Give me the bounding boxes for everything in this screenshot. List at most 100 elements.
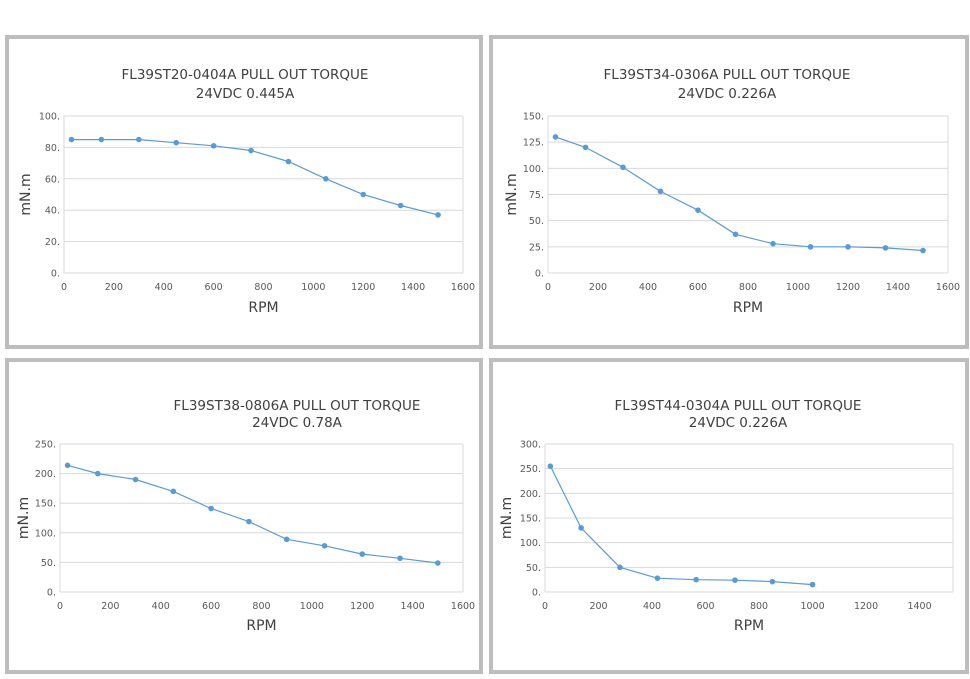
- y-tick-label: 150.: [35, 499, 56, 510]
- series-line: [555, 136, 924, 252]
- data-point: [654, 575, 661, 581]
- x-tick-label: 1000: [301, 282, 325, 293]
- x-tick-label: 1200: [351, 282, 375, 293]
- chart-title: FL39ST20-0404A PULL OUT TORQUE: [122, 67, 369, 83]
- x-tick-label: 800: [750, 601, 768, 612]
- x-tick-label: 200: [101, 601, 119, 612]
- x-tick-label: 1000: [800, 601, 824, 612]
- data-point: [248, 147, 254, 154]
- x-tick-label: 1600: [451, 282, 475, 293]
- y-tick-label: 250.: [520, 464, 541, 475]
- x-tick-label: 600: [202, 601, 220, 612]
- x-axis-label: RPM: [733, 300, 763, 316]
- series-line: [71, 139, 439, 216]
- x-tick-label: 0: [542, 601, 548, 612]
- y-tick-label: 150.: [520, 514, 541, 525]
- x-tick-label: 1400: [886, 282, 910, 293]
- data-point: [283, 536, 290, 543]
- x-tick-label: 400: [155, 282, 173, 293]
- data-point: [769, 578, 776, 585]
- x-tick-label: 800: [254, 282, 272, 293]
- y-tick-label: 100.: [35, 528, 56, 539]
- y-tick-label: 25.: [529, 242, 544, 253]
- data-point: [359, 551, 366, 557]
- x-tick-label: 1000: [786, 282, 810, 293]
- x-tick-label: 1400: [401, 282, 425, 293]
- x-tick-label: 1000: [300, 601, 324, 612]
- data-point: [620, 164, 626, 171]
- x-axis-label: RPM: [734, 618, 764, 634]
- y-tick-label: 100.: [520, 538, 541, 549]
- y-tick-label: 250.: [35, 440, 56, 451]
- x-tick-label: 1600: [451, 601, 475, 612]
- x-tick-label: 400: [639, 282, 657, 293]
- data-point: [578, 525, 584, 531]
- x-tick-label: 400: [643, 601, 661, 612]
- y-tick-label: 150.: [523, 112, 544, 123]
- chart-panel-4: [489, 358, 969, 674]
- data-point: [617, 564, 623, 571]
- chart-title: FL39ST44-0304A PULL OUT TORQUE: [615, 398, 862, 414]
- chart-subtitle: 24VDC 0.226A: [689, 415, 788, 431]
- data-point: [321, 543, 328, 549]
- y-axis-label: mN.m: [18, 173, 34, 215]
- y-tick-label: 80.: [45, 143, 60, 154]
- data-point: [547, 463, 554, 470]
- chart-panel-3: [5, 358, 483, 674]
- y-tick-label: 100.: [523, 164, 544, 175]
- y-axis-label: mN.m: [499, 497, 515, 539]
- x-tick-label: 600: [205, 282, 223, 293]
- y-tick-label: 40.: [45, 206, 60, 217]
- data-point: [582, 144, 589, 151]
- data-point: [695, 207, 701, 213]
- data-point: [435, 560, 441, 566]
- chart-panel-1: [5, 35, 483, 349]
- series-line: [549, 465, 813, 586]
- data-point: [323, 176, 329, 182]
- x-axis-label: RPM: [248, 300, 278, 316]
- data-point: [68, 136, 75, 143]
- y-axis-label: mN.m: [16, 497, 32, 539]
- y-tick-label: 0.: [535, 269, 544, 280]
- data-point: [94, 470, 101, 477]
- data-point: [732, 577, 738, 583]
- data-point: [360, 191, 367, 198]
- chart-subtitle: 24VDC 0.78A: [252, 415, 343, 431]
- data-point: [920, 247, 926, 254]
- data-point: [552, 134, 559, 140]
- x-tick-label: 1200: [836, 282, 860, 293]
- series-line: [67, 464, 438, 564]
- x-tick-label: 200: [105, 282, 123, 293]
- y-tick-label: 75.: [529, 190, 544, 201]
- y-tick-label: 50.: [526, 563, 541, 574]
- x-axis-label: RPM: [246, 618, 276, 634]
- y-tick-label: 0.: [51, 269, 60, 280]
- x-tick-label: 1200: [854, 601, 878, 612]
- chart-title: FL39ST38-0806A PULL OUT TORQUE: [174, 398, 421, 414]
- data-point: [170, 488, 177, 495]
- y-tick-label: 100.: [39, 112, 60, 123]
- x-tick-label: 1600: [936, 282, 960, 293]
- data-point: [732, 231, 739, 238]
- data-point: [246, 518, 252, 525]
- x-tick-label: 0: [61, 282, 67, 293]
- x-tick-label: 200: [589, 601, 607, 612]
- chart-title: FL39ST34-0306A PULL OUT TORQUE: [604, 67, 851, 83]
- data-point: [64, 462, 71, 469]
- y-tick-label: 0.: [47, 588, 56, 599]
- data-point: [693, 576, 699, 583]
- data-point: [770, 240, 776, 247]
- y-tick-label: 200.: [520, 489, 541, 500]
- x-tick-label: 800: [252, 601, 270, 612]
- x-tick-label: 600: [696, 601, 714, 612]
- x-tick-label: 1400: [401, 601, 425, 612]
- y-tick-label: 200.: [35, 469, 56, 480]
- y-tick-label: 50.: [529, 216, 544, 227]
- x-tick-label: 0: [57, 601, 63, 612]
- x-tick-label: 200: [589, 282, 607, 293]
- data-point: [98, 136, 105, 143]
- chart-panel-2: [489, 35, 969, 349]
- x-tick-label: 1400: [907, 601, 931, 612]
- y-tick-label: 60.: [45, 174, 60, 185]
